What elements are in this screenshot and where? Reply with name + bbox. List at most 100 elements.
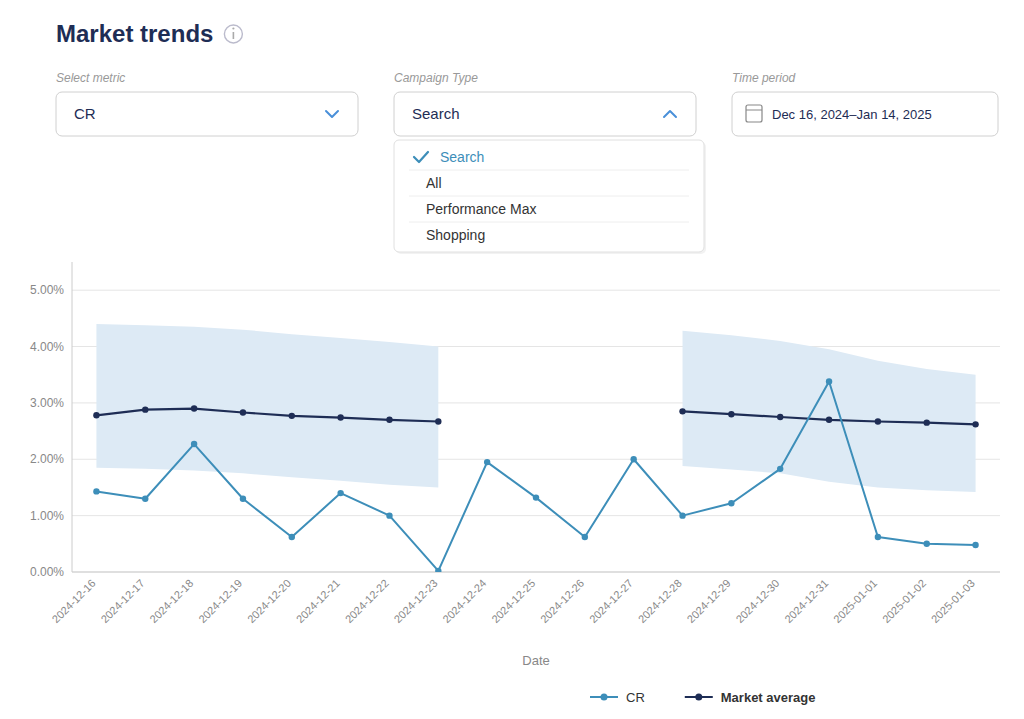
y-tick-label: 1.00%: [30, 509, 64, 523]
x-tick-label: 2024-12-28: [636, 577, 684, 625]
info-icon-stem: [233, 32, 235, 39]
band-area: [96, 324, 975, 492]
series-point: [826, 417, 832, 423]
x-tick-label: 2024-12-27: [587, 577, 635, 625]
control-box[interactable]: Search: [394, 92, 696, 136]
series-point: [386, 512, 392, 518]
legend-swatch-marker: [601, 694, 608, 701]
grid-line: [72, 572, 1000, 573]
x-tick-label: 2025-01-03: [929, 577, 977, 625]
control-value: CR: [74, 105, 96, 122]
x-axis-label: Date: [522, 653, 549, 668]
x-tick-label: 2024-12-30: [733, 577, 781, 625]
series-point: [826, 378, 832, 384]
series-point: [337, 490, 343, 496]
info-icon-circle: [224, 25, 242, 43]
x-tick-label: 2025-01-02: [880, 577, 928, 625]
series-point: [142, 496, 148, 502]
series-point: [142, 406, 148, 412]
dropdown-item-text: All: [426, 175, 442, 191]
series-point: [728, 411, 734, 417]
control-box[interactable]: Dec 16, 2024–Jan 14, 2025: [732, 92, 998, 136]
series-point: [484, 459, 490, 465]
series-point: [289, 413, 295, 419]
chart-root: Market trends Select metric CR Campaign Typ…: [0, 0, 1024, 719]
series-point: [533, 494, 539, 500]
control-label: Campaign Type: [394, 71, 478, 85]
x-tick-label: 2024-12-25: [489, 577, 537, 625]
series-point: [777, 466, 783, 472]
control-value: Dec 16, 2024–Jan 14, 2025: [772, 107, 932, 122]
control-box[interactable]: CR: [56, 92, 358, 136]
series-point: [924, 541, 930, 547]
plot-data: [93, 324, 979, 572]
y-tick-label: 2.00%: [30, 452, 64, 466]
dropdown-menu: Search All Performance Max Shopping: [394, 140, 706, 254]
x-tick-label: 2024-12-17: [98, 577, 146, 625]
calendar-icon: [746, 105, 762, 122]
series-point: [582, 534, 588, 540]
series-line: [96, 409, 975, 425]
series-point: [972, 542, 978, 548]
y-tick-label: 0.00%: [30, 565, 64, 579]
control-label: Time period: [732, 71, 796, 85]
y-tick-label: 5.00%: [30, 283, 64, 297]
y-axis-line: [72, 262, 73, 572]
legend-label: CR: [626, 690, 645, 705]
series-point: [191, 441, 197, 447]
series-line: [96, 381, 975, 570]
chevron: [664, 111, 676, 117]
series-point: [728, 500, 734, 506]
x-tick-label: 2024-12-19: [196, 577, 244, 625]
series-point: [386, 417, 392, 423]
dropdown-item[interactable]: Search: [409, 149, 689, 170]
series-point: [289, 534, 295, 540]
series-point: [972, 421, 978, 427]
control-box-frame: [394, 92, 696, 136]
grid-line: [72, 290, 1000, 291]
series-point: [777, 414, 783, 420]
dropdown-separator: [409, 222, 689, 223]
dropdown-separator: [409, 196, 689, 197]
series-point: [875, 534, 881, 540]
x-tick-label: 2024-12-26: [538, 577, 586, 625]
series-point: [240, 409, 246, 415]
x-tick-label: 2024-12-16: [50, 577, 98, 625]
x-tick-label: 2024-12-31: [782, 577, 830, 625]
chevron: [326, 111, 338, 117]
series-point: [435, 418, 441, 424]
dropdown-separator: [409, 170, 689, 171]
series-point: [679, 512, 685, 518]
check-mark: [414, 152, 428, 162]
series-point: [337, 414, 343, 420]
x-tick-label: 2024-12-20: [245, 577, 293, 625]
series-point: [93, 412, 99, 418]
control-box-frame: [732, 92, 998, 136]
control-value: Search: [412, 105, 460, 122]
legend: CRMarket average: [590, 690, 815, 705]
control-box-frame: [56, 92, 358, 136]
grid-line: [72, 515, 1000, 516]
dropdown-item-text: Shopping: [426, 227, 485, 243]
dropdown-item[interactable]: All: [409, 175, 689, 196]
calendar-icon-bar: [746, 110, 762, 111]
legend-swatch-marker: [695, 694, 702, 701]
y-tick-label: 4.00%: [30, 340, 64, 354]
series-point: [191, 405, 197, 411]
info-icon-dot: [232, 27, 234, 29]
series-point: [240, 496, 246, 502]
dropdown-item[interactable]: Performance Max: [409, 201, 689, 222]
y-tick-label: 3.00%: [30, 396, 64, 410]
x-tick-label: 2025-01-01: [831, 577, 879, 625]
series-point: [630, 456, 636, 462]
series-point: [924, 419, 930, 425]
x-tick-label: 2024-12-29: [685, 577, 733, 625]
title: Market trends: [56, 20, 213, 47]
dropdown-item[interactable]: Shopping: [426, 227, 485, 243]
control-label: Select metric: [56, 71, 125, 85]
x-tick-label: 2024-12-22: [343, 577, 391, 625]
background: [0, 0, 1024, 719]
info-icon[interactable]: [224, 25, 242, 43]
x-tick-label: 2024-12-24: [440, 577, 488, 625]
dropdown-item-text: Search: [440, 149, 484, 165]
